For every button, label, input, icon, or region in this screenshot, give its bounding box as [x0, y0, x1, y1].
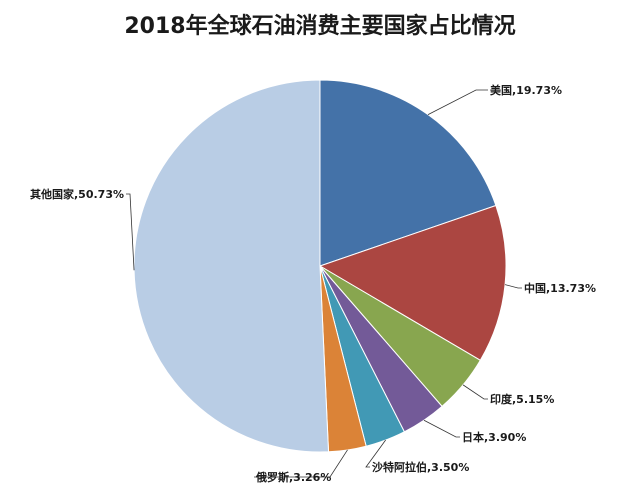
slice-others-leader-line [126, 193, 135, 271]
slice-china-label: 中国,13.73% [524, 281, 596, 295]
slice-others [133, 79, 330, 453]
slice-india-label: 印度,5.15% [490, 392, 554, 406]
slice-usa-label: 美国,19.73% [490, 83, 562, 97]
slice-usa-leader-line [427, 89, 488, 115]
slice-russia-leader-line [254, 449, 348, 478]
slice-china-leader-line [504, 284, 522, 289]
slice-russia-label: 俄罗斯,3.26% [255, 470, 331, 484]
slice-others-label: 其他国家,50.73% [30, 187, 124, 201]
slice-india-leader-line [462, 384, 488, 400]
slice-china [318, 204, 507, 361]
chart-title: 2018年全球石油消费主要国家占比情况 [124, 14, 516, 39]
slice-japan-label: 日本,3.90% [462, 430, 526, 444]
slice-usa [319, 79, 497, 267]
slice-saudi-arabia-leader-line [365, 439, 386, 468]
slice-japan-leader-line [423, 419, 460, 438]
slice-saudi-arabia-label: 沙特阿拉伯,3.50% [372, 460, 469, 474]
